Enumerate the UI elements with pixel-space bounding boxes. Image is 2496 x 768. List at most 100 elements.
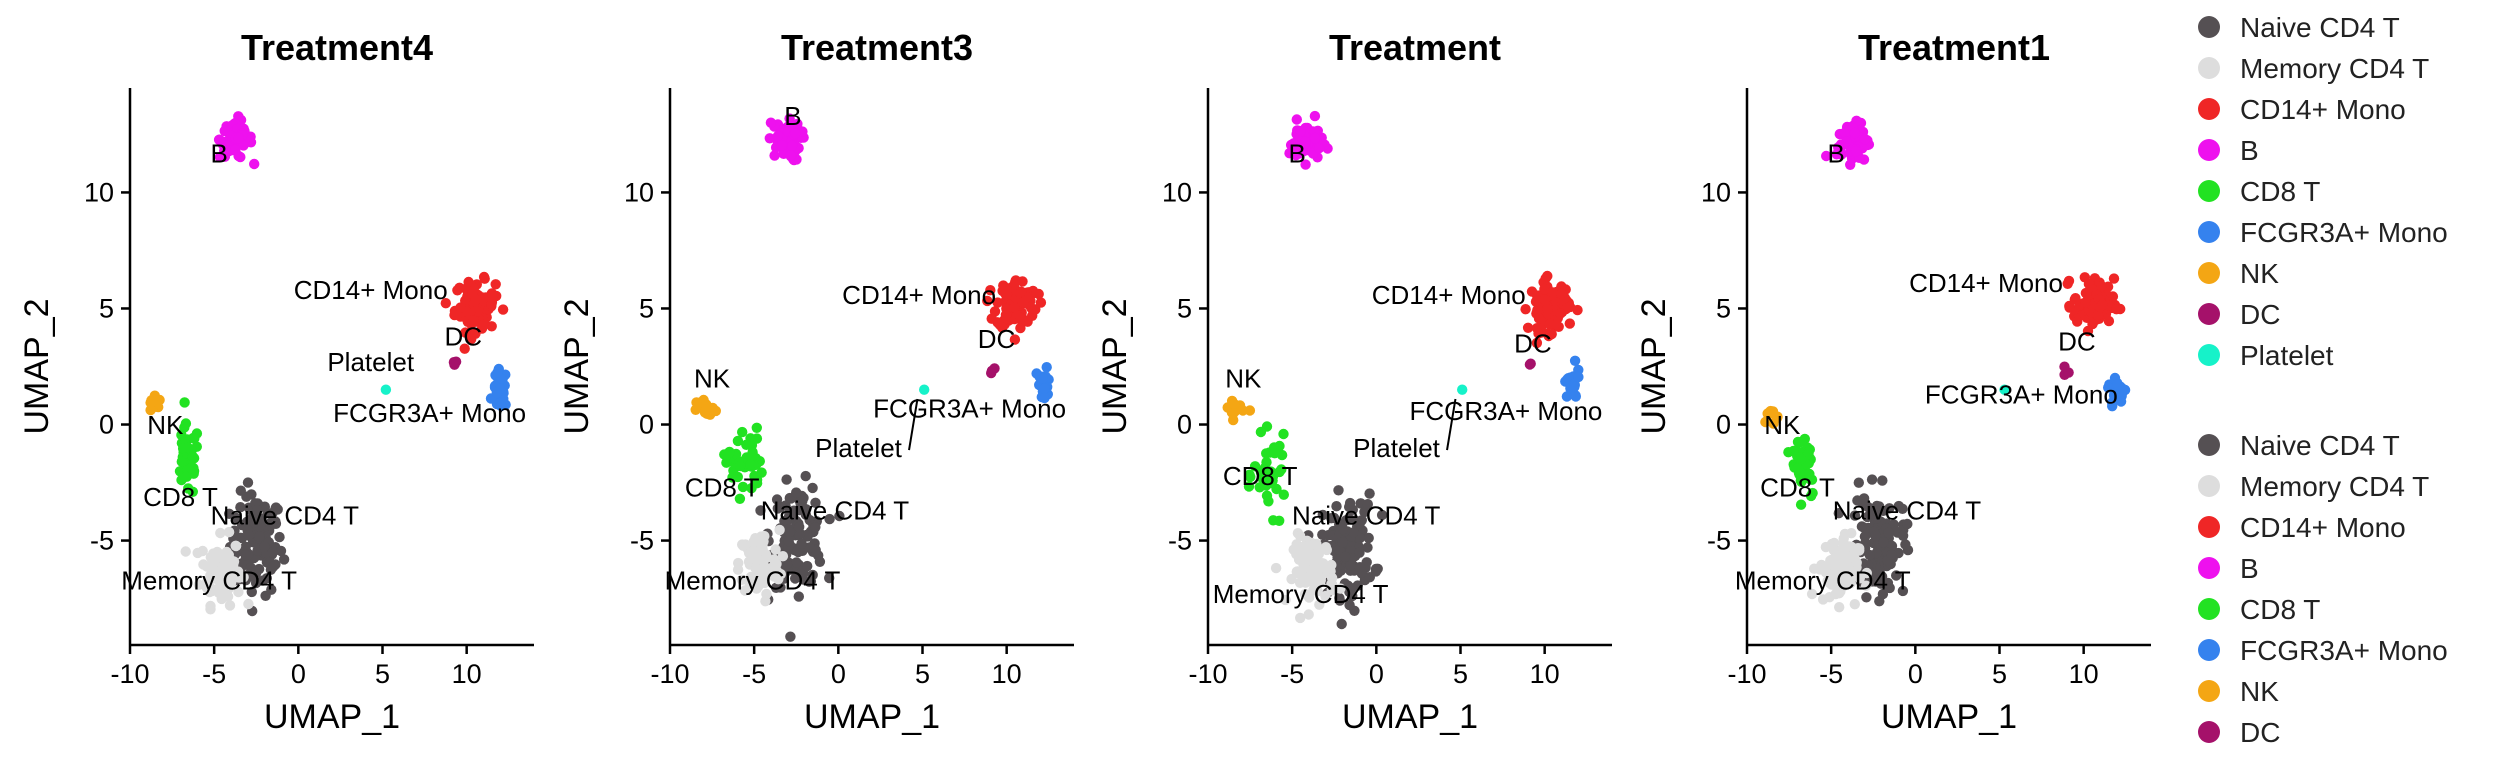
point-naive-cd4-t [804,542,815,553]
point-cd8-t [1269,448,1280,459]
point-fcgr3a-mono [2103,382,2114,393]
legend-label: CD14+ Mono [2240,512,2406,543]
point-platelet [380,384,392,395]
point-naive-cd4-t [1344,599,1355,611]
y-tick-label: 10 [1162,177,1192,207]
legend-label: B [2240,553,2259,584]
cluster-label: CD8 T [143,482,218,512]
cluster-label: CD14+ Mono [294,275,448,305]
point-memory-cd4-t [1849,547,1860,558]
point-platelet [1999,384,2010,395]
point-b [1821,150,1832,162]
umap-panel-4: Treatment1 B CD14+ Mono DC FCGR3A+ Mono NK CD8… [1635,27,2151,736]
point-cd8-t [749,470,760,482]
point-naive-cd4-t [252,504,263,516]
point-memory-cd4-t [1814,564,1826,575]
point-naive-cd4-t [278,554,290,565]
point-memory-cd4-t [732,564,744,575]
legend-label: DC [2240,717,2280,748]
point-memory-cd4-t [757,544,768,556]
point-cd14-mono [1009,334,1021,345]
point-naive-cd4-t [810,497,821,508]
point-naive-cd4-t [784,508,795,519]
cluster-label: FCGR3A+ Mono [333,398,526,428]
point-cd8-t [181,471,192,482]
x-tick-label: 0 [831,659,846,689]
cluster-label: Naive CD4 T [1833,496,1981,526]
point-cd14-mono [1533,328,1544,339]
point-memory-cd4-t [1321,544,1333,556]
point-fcgr3a-mono [1569,381,1580,393]
point-memory-cd4-t [243,598,254,610]
point-naive-cd4-t [230,512,242,524]
cluster-label: B [1828,138,1845,168]
legend-label: B [2240,135,2259,166]
point-cd14-mono [1542,270,1553,282]
point-b [1839,127,1851,138]
point-cd14-mono [997,322,1008,333]
legend-item: Platelet [2198,340,2334,371]
legend-label: CD8 T [2240,176,2320,207]
point-cd14-mono [2063,275,2075,287]
point-b [790,128,801,139]
point-cd8-t [176,456,187,467]
point-naive-cd4-t [1902,518,1913,530]
point-naive-cd4-t [824,513,835,525]
point-naive-cd4-t [1350,515,1361,526]
legend-item: CD8 T [2198,176,2320,207]
legend-swatch [2198,434,2220,456]
point-memory-cd4-t [1860,580,1872,591]
point-naive-cd4-t [1862,511,1873,523]
point-naive-cd4-t [1334,592,1345,604]
point-naive-cd4-t [781,474,792,485]
point-memory-cd4-t [205,604,216,615]
legend-label: Naive CD4 T [2240,12,2400,43]
point-cd8-t [182,442,194,453]
x-tick-label: 5 [915,659,930,689]
y-axis-label: UMAP_2 [558,298,596,434]
point-cd14-mono [1009,302,1020,313]
point-cd14-mono [2087,318,2098,330]
point-naive-cd4-t [1897,503,1908,514]
x-tick-label: -5 [1280,659,1304,689]
y-tick-label: -5 [630,526,654,556]
point-naive-cd4-t [243,529,254,541]
point-b [776,140,788,151]
point-memory-cd4-t [1845,578,1856,589]
point-cd8-t [1795,453,1807,465]
point-b [230,144,241,156]
point-cd8-t [1267,475,1278,486]
point-memory-cd4-t [759,567,770,579]
point-naive-cd4-t [781,558,793,570]
point-fcgr3a-mono [1041,362,1052,373]
point-memory-cd4-t [1827,559,1838,571]
legend-swatch [2198,680,2220,702]
legend-item: CD14+ Mono [2198,94,2406,125]
point-memory-cd4-t [1851,557,1862,568]
point-cd14-mono [985,285,996,296]
point-naive-cd4-t [1871,513,1882,524]
point-memory-cd4-t [1849,599,1861,610]
legend-item: CD14+ Mono [2198,512,2406,543]
panel-title: Treatment [1329,27,1501,68]
point-memory-cd4-t [1820,541,1832,553]
point-naive-cd4-t [242,477,254,488]
point-cd14-mono [2072,316,2083,327]
cluster-label: NK [1764,410,1801,440]
point-naive-cd4-t [1877,588,1889,600]
x-tick-label: 0 [1369,659,1384,689]
point-naive-cd4-t [254,531,265,542]
point-memory-cd4-t [738,540,749,551]
point-memory-cd4-t [770,544,781,555]
point-platelet [1457,384,1468,395]
point-memory-cd4-t [230,540,241,551]
point-cd8-t [187,486,198,497]
point-fcgr3a-mono [1039,392,1050,404]
point-b [233,132,244,144]
legend-item: B [2198,553,2259,584]
x-axis-label: UMAP_1 [804,698,940,736]
point-naive-cd4-t [794,521,805,533]
point-fcgr3a-mono [1039,383,1050,394]
point-cd8-t [1794,437,1805,448]
